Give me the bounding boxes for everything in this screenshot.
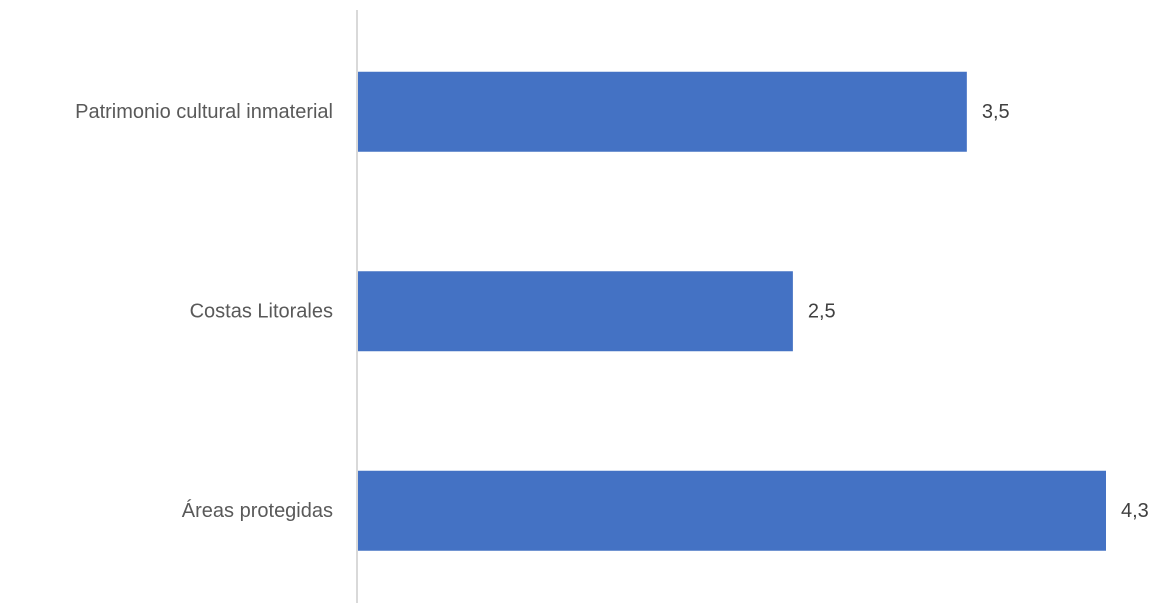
category-label: Costas Litorales (190, 300, 333, 322)
bar (358, 71, 967, 152)
category-label: Patrimonio cultural inmaterial (75, 101, 333, 123)
bar (358, 271, 793, 352)
value-labels: 3,5 2,5 4,3 (808, 101, 1149, 522)
category-label: Áreas protegidas (182, 499, 333, 522)
category-labels: Patrimonio cultural inmaterial Costas Lit… (75, 101, 333, 522)
bars-group (358, 71, 1106, 551)
value-label: 2,5 (808, 300, 836, 322)
bar (358, 470, 1106, 551)
value-label: 4,3 (1121, 500, 1149, 522)
value-label: 3,5 (982, 101, 1010, 123)
